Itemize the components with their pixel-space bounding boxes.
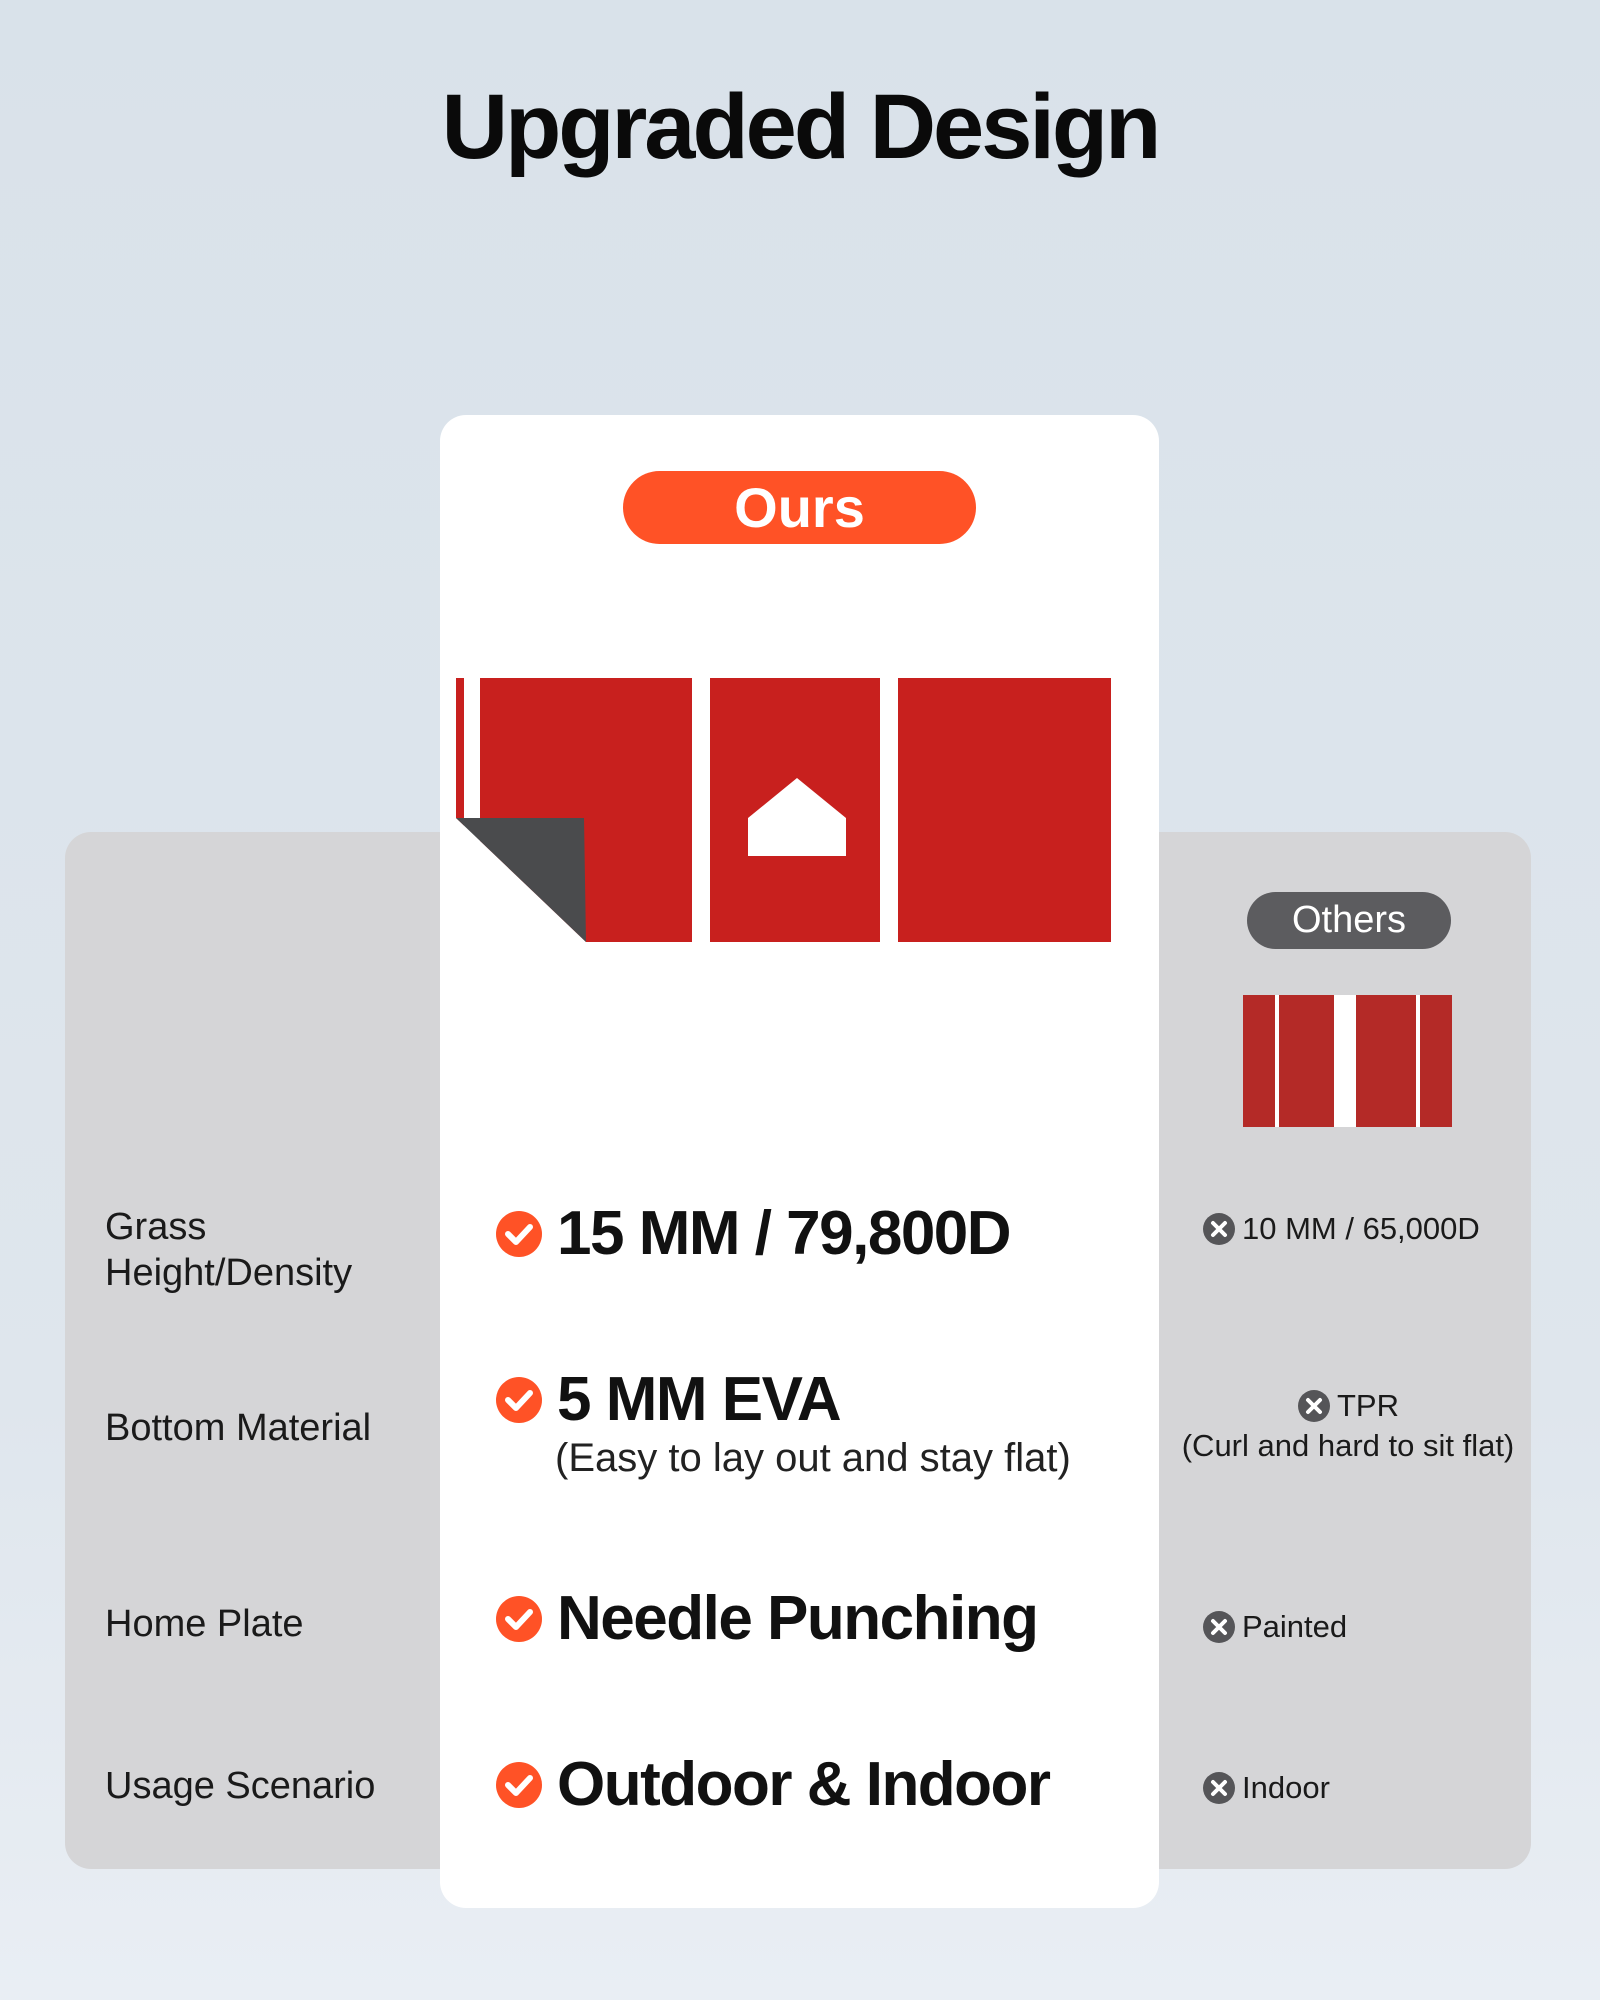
check-circle-icon bbox=[496, 1210, 542, 1257]
ours-value-text: 5 MM EVA bbox=[557, 1365, 842, 1434]
x-circle-icon bbox=[1298, 1390, 1330, 1422]
row-label-plate: Home Plate bbox=[105, 1603, 304, 1645]
ours-value-usage: Outdoor & Indoor bbox=[495, 1749, 1115, 1820]
ours-value-plate: Needle Punching bbox=[495, 1583, 1115, 1654]
others-value-text: Painted bbox=[1242, 1609, 1348, 1644]
ours-card bbox=[440, 415, 1159, 1908]
check-circle-icon bbox=[496, 1595, 542, 1642]
ours-value-text: Outdoor & Indoor bbox=[557, 1750, 1051, 1819]
others-value-note: (Curl and hard to sit flat) bbox=[1181, 1428, 1515, 1463]
check-circle-icon bbox=[496, 1376, 542, 1423]
ours-mat-image bbox=[456, 678, 1137, 942]
check-circle-icon bbox=[496, 1761, 542, 1808]
others-value-text: 10 MM / 65,000D bbox=[1242, 1211, 1480, 1246]
x-circle-icon bbox=[1203, 1772, 1235, 1804]
others-value-text: TPR bbox=[1337, 1388, 1399, 1423]
ours-value-bottom-note: (Easy to lay out and stay flat) bbox=[555, 1436, 1071, 1480]
others-value-text: Indoor bbox=[1242, 1770, 1330, 1805]
others-value-usage: Indoor bbox=[1202, 1768, 1568, 1808]
others-mat-image bbox=[1243, 995, 1452, 1127]
x-circle-icon bbox=[1203, 1213, 1235, 1245]
others-badge: Others bbox=[1247, 892, 1451, 949]
others-value-grass: 10 MM / 65,000D bbox=[1202, 1209, 1568, 1249]
ours-value-text: 15 MM / 79,800D bbox=[557, 1199, 1012, 1268]
row-label-grass: Grass Height/Density bbox=[105, 1206, 353, 1294]
others-value-bottom: TPR (Curl and hard to sit flat) bbox=[1165, 1386, 1531, 1466]
row-label-usage: Usage Scenario bbox=[105, 1765, 376, 1807]
ours-value-bottom: 5 MM EVA bbox=[495, 1364, 1115, 1435]
ours-badge: Ours bbox=[623, 471, 976, 544]
page-title: Upgraded Design bbox=[441, 76, 1162, 178]
x-circle-icon bbox=[1203, 1611, 1235, 1643]
others-value-plate: Painted bbox=[1202, 1607, 1568, 1647]
ours-value-text: Needle Punching bbox=[557, 1584, 1039, 1653]
ours-value-grass: 15 MM / 79,800D bbox=[495, 1198, 1115, 1269]
row-label-bottom: Bottom Material bbox=[105, 1407, 372, 1449]
